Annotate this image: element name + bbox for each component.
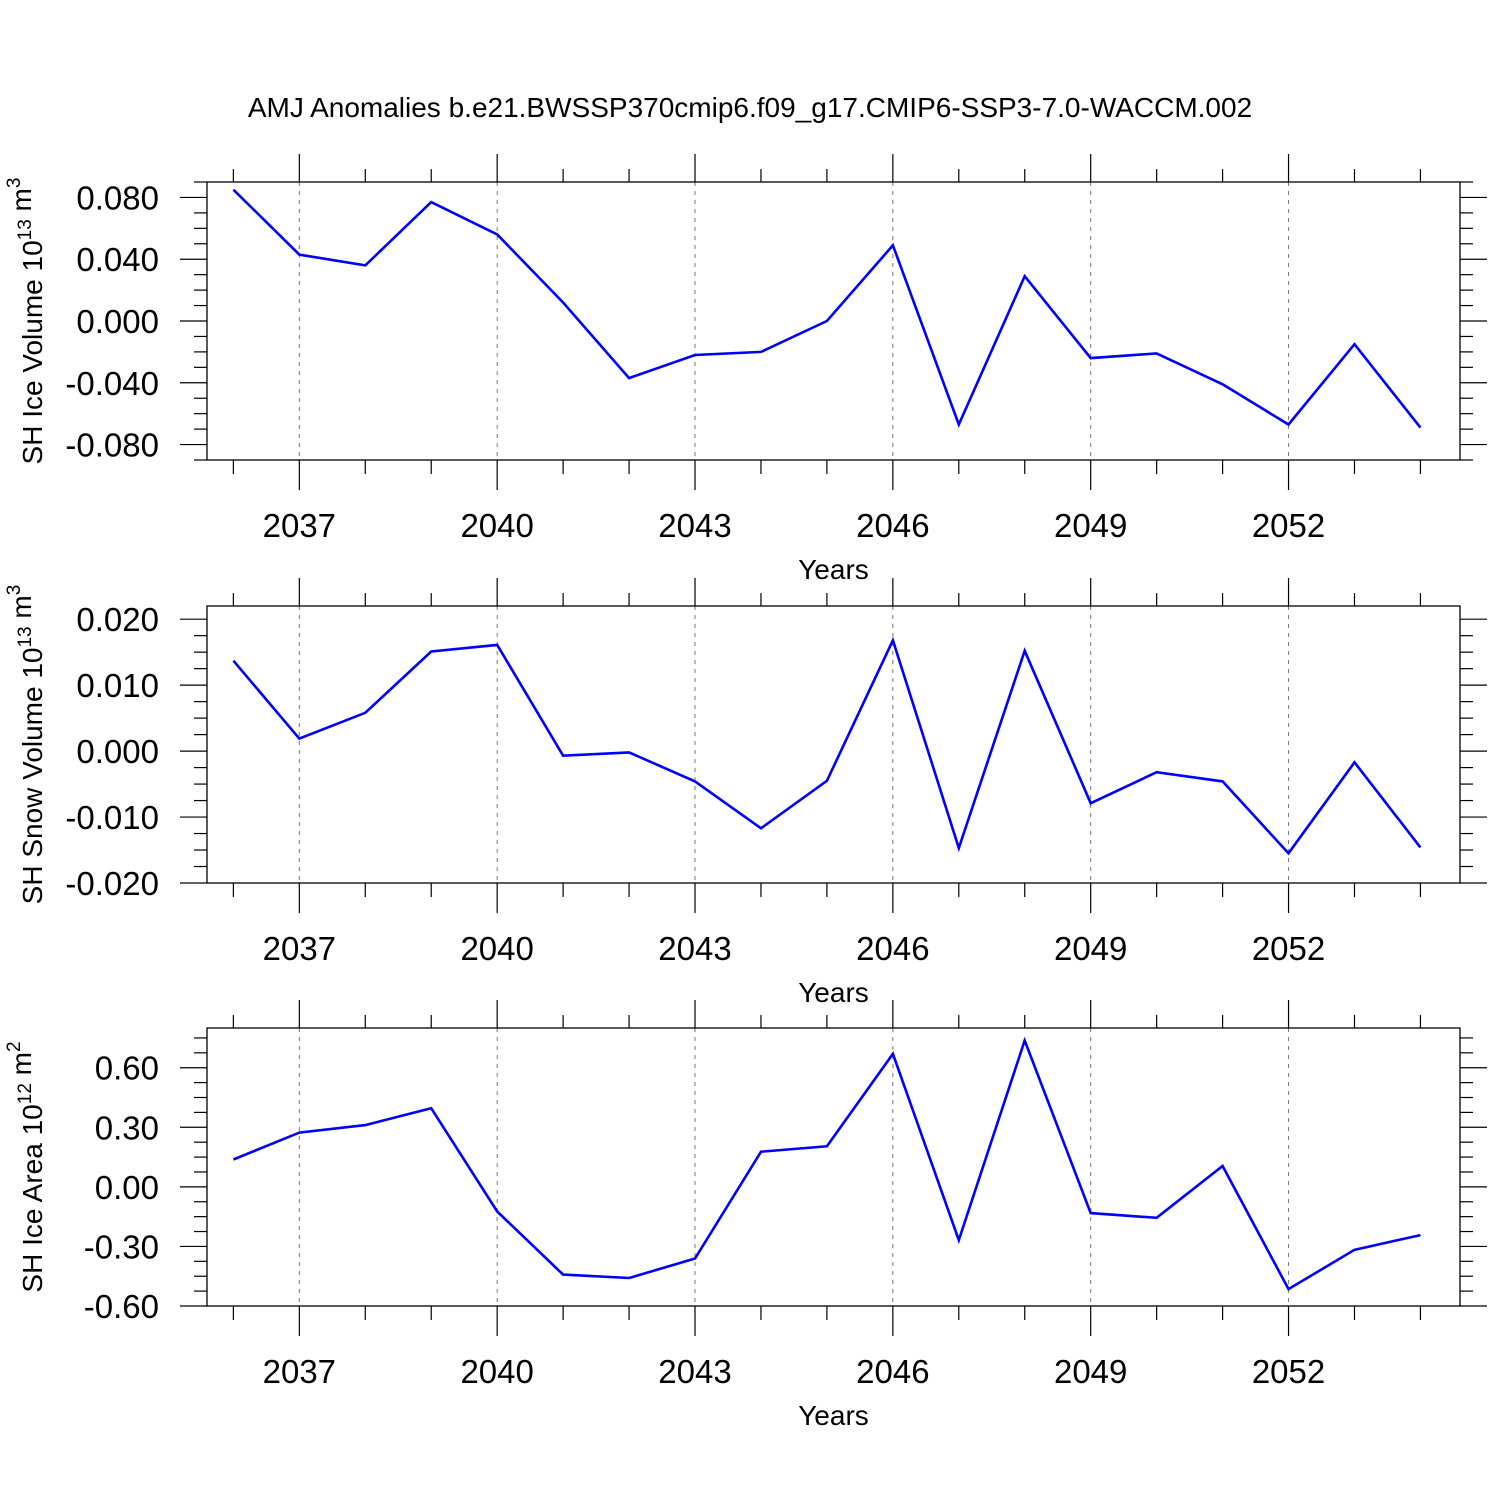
series-line bbox=[232, 188, 1422, 429]
x-tick-label: 2052 bbox=[1252, 1353, 1325, 1390]
y-axis-unit-exponent: 2 bbox=[4, 1041, 25, 1052]
y-tick-label: -0.040 bbox=[65, 365, 159, 402]
x-tick-label: 2040 bbox=[460, 1353, 533, 1390]
y-axis-unit-exponent: 3 bbox=[4, 178, 25, 189]
y-tick-label: 0.000 bbox=[76, 733, 159, 770]
y-axis-unit-exponent: 3 bbox=[4, 585, 25, 596]
x-tick-label: 2052 bbox=[1252, 507, 1325, 544]
chart-panel-2: 2037 2040 2043 2046 2049 2052 Years -0.020 -0.01… bbox=[4, 578, 1487, 1008]
x-tick-label: 2043 bbox=[658, 507, 731, 544]
x-tick-label: 2037 bbox=[263, 930, 336, 967]
y-tick-label: 0.00 bbox=[95, 1169, 159, 1206]
plot-frame bbox=[206, 181, 1461, 461]
y-tick-label: 0.000 bbox=[76, 303, 159, 340]
series-line bbox=[232, 636, 1422, 856]
plot-frame bbox=[206, 1027, 1461, 1307]
y-tick-label: -0.010 bbox=[65, 799, 159, 836]
x-tick-label: 2046 bbox=[856, 1353, 929, 1390]
x-axis-label: Years bbox=[798, 1400, 869, 1431]
x-tick-label: 2049 bbox=[1054, 507, 1127, 544]
x-tick-label: 2040 bbox=[460, 507, 533, 544]
x-tick-label: 2049 bbox=[1054, 930, 1127, 967]
x-tick-label: 2052 bbox=[1252, 930, 1325, 967]
y-axis-label: SH Ice Area 1012 m2 bbox=[4, 1041, 48, 1292]
y-axis-label-text: m bbox=[6, 1052, 37, 1083]
y-axis-unit-exponent: 13 bbox=[15, 626, 36, 647]
y-axis-label: SH Snow Volume 1013 m3 bbox=[4, 585, 48, 905]
y-tick-label: -0.080 bbox=[65, 427, 159, 464]
y-axis-label: SH Ice Volume 1013 m3 bbox=[4, 178, 48, 465]
y-tick-label: 0.080 bbox=[76, 179, 159, 216]
y-axis-label-text: SH Ice Area 10 bbox=[17, 1104, 48, 1292]
y-tick-label: 0.040 bbox=[76, 241, 159, 278]
y-tick-label: -0.020 bbox=[65, 865, 159, 902]
x-tick-label: 2049 bbox=[1054, 1353, 1127, 1390]
y-axis-label-text: m bbox=[6, 595, 37, 626]
y-tick-label: -0.60 bbox=[84, 1288, 159, 1325]
y-tick-label: 0.010 bbox=[76, 667, 159, 704]
x-tick-label: 2037 bbox=[263, 1353, 336, 1390]
x-tick-label: 2043 bbox=[658, 930, 731, 967]
y-tick-label: -0.30 bbox=[84, 1228, 159, 1265]
y-axis-label-text: SH Ice Volume 10 bbox=[17, 240, 48, 464]
plot-frame bbox=[206, 605, 1461, 884]
chart-title: AMJ Anomalies b.e21.BWSSP370cmip6.f09_g1… bbox=[247, 92, 1253, 123]
y-tick-label: 0.30 bbox=[95, 1109, 159, 1146]
y-axis-label-text: SH Snow Volume 10 bbox=[17, 648, 48, 905]
x-tick-label: 2046 bbox=[856, 507, 929, 544]
y-tick-label: 0.60 bbox=[95, 1050, 159, 1087]
x-axis-label: Years bbox=[798, 977, 869, 1008]
y-axis-unit-exponent: 13 bbox=[15, 219, 36, 240]
chart-panel-3: 2037 2040 2043 2046 2049 2052 Years -0.60 -0.30 0… bbox=[4, 1000, 1487, 1431]
chart-panel-1: 2037 2040 2043 2046 2049 2052 Years -0.080 -0.04… bbox=[4, 154, 1487, 585]
x-axis-label: Years bbox=[798, 554, 869, 585]
y-axis-label-text: m bbox=[6, 188, 37, 219]
y-axis-unit-exponent: 12 bbox=[15, 1083, 36, 1104]
x-tick-label: 2037 bbox=[263, 507, 336, 544]
series-line bbox=[232, 1036, 1421, 1291]
x-tick-label: 2046 bbox=[856, 930, 929, 967]
x-tick-label: 2040 bbox=[460, 930, 533, 967]
y-tick-label: 0.020 bbox=[76, 601, 159, 638]
x-tick-label: 2043 bbox=[658, 1353, 731, 1390]
